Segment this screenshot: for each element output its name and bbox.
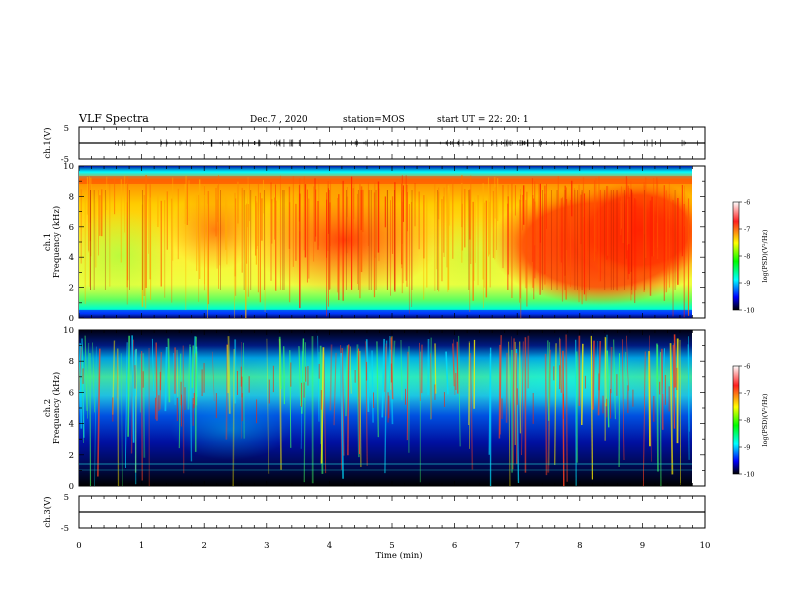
x-tick-label: 9 <box>640 541 645 551</box>
ch3-wave-ytick-bottom: -5 <box>61 524 69 534</box>
x-tick-label: 2 <box>201 541 206 551</box>
spectral-burst <box>657 344 658 472</box>
spectral-burst <box>548 340 549 421</box>
freq-tick-label: 4 <box>69 420 74 430</box>
figure-title: VLF Spectra <box>78 112 149 125</box>
ch3-wave-ytick-top: 5 <box>64 493 69 503</box>
freq-tick-label: 2 <box>69 451 74 461</box>
x-tick-label: 1 <box>139 541 144 551</box>
ch1-wave-ytick-top: 5 <box>64 124 69 134</box>
spectral-burst <box>625 352 626 399</box>
ch1-waveform <box>79 139 705 147</box>
spectral-burst <box>546 354 547 475</box>
colorbar-tick-label: -6 <box>744 199 750 207</box>
ch1-colorbar-label: log(PSD)(V²/Hz) <box>761 229 769 282</box>
x-tick-label: 7 <box>514 541 519 551</box>
spectral-burst <box>662 349 663 430</box>
freq-tick-label: 10 <box>63 326 74 336</box>
freq-tick-label: 0 <box>69 482 74 492</box>
spectral-burst <box>563 351 564 496</box>
spectral-burst <box>577 352 578 463</box>
x-tick-label: 4 <box>327 541 332 551</box>
colorbar-tick-label: -7 <box>744 390 750 398</box>
colorbar-tick-label: -9 <box>744 444 750 452</box>
date-label: Dec.7 , 2020 <box>250 115 308 125</box>
x-tick-label: 10 <box>700 541 711 551</box>
spectral-burst <box>156 342 157 420</box>
colorbar-tick-label: -8 <box>744 253 750 261</box>
ch2-colorbar: -6 -7 -8 -9 -10 log(PSD)(V²/Hz) <box>733 363 769 479</box>
spectral-burst <box>566 335 567 482</box>
spectral-burst <box>192 345 193 387</box>
freq-tick-label: 8 <box>69 357 74 367</box>
spectral-burst <box>582 344 583 425</box>
spectral-burst <box>593 341 594 410</box>
start-time-label: start UT = 22: 20: 1 <box>437 115 529 125</box>
freq-tick-label: 2 <box>69 284 74 294</box>
colorbar-tick-label: -10 <box>744 307 754 315</box>
spectral-burst <box>243 343 244 439</box>
spectral-burst <box>168 339 169 403</box>
freq-tick-label: 10 <box>63 162 74 172</box>
colorbar-tick-label: -7 <box>744 226 750 234</box>
ch2-colorbar-label: log(PSD)(V²/Hz) <box>761 393 769 446</box>
spectral-burst <box>457 342 458 394</box>
colorbar-tick-label: -8 <box>744 417 750 425</box>
x-axis-label: Time (min) <box>375 550 422 561</box>
spectral-burst <box>675 334 676 387</box>
colorbar-tick-label: -9 <box>744 280 750 288</box>
freq-tick-label: 0 <box>69 314 74 324</box>
ch1-spectrogram <box>65 166 710 322</box>
spectral-burst <box>118 349 119 497</box>
spectral-burst <box>228 336 229 414</box>
ch3-wave-axis-label: ch.3(V) <box>42 496 53 527</box>
freq-tick-label: 6 <box>69 388 74 398</box>
ch1-colorbar: -6 -7 -8 -9 -10 log(PSD)(V²/Hz) <box>733 199 769 315</box>
spectral-burst <box>284 346 285 404</box>
colorbar-tick-label: -10 <box>744 471 754 479</box>
spectral-burst <box>611 347 612 393</box>
x-tick-label: 5 <box>389 541 394 551</box>
colorbar-tick-label: -6 <box>744 363 750 371</box>
spectral-burst <box>520 342 521 434</box>
freq-tick-label: 8 <box>69 192 74 202</box>
freq-tick-label: 4 <box>69 253 74 263</box>
freq-tick-label: 6 <box>69 223 74 233</box>
ch2-freq-axis-label: Frequency (kHz) <box>51 372 62 444</box>
x-tick-label: 6 <box>452 541 457 551</box>
spectral-burst <box>142 351 143 480</box>
spectral-burst <box>90 353 91 493</box>
spectral-burst <box>233 349 234 491</box>
spectral-burst <box>431 353 432 419</box>
ch1-wave-axis-label: ch.1(V) <box>42 127 53 158</box>
x-tick-label: 8 <box>577 541 582 551</box>
x-tick-label: 3 <box>264 541 269 551</box>
spectral-burst <box>128 336 129 437</box>
spectral-burst <box>143 353 144 457</box>
spectral-burst <box>348 345 349 456</box>
spectral-burst <box>227 345 228 393</box>
ch1-freq-axis-label: Frequency (kHz) <box>51 206 62 278</box>
x-tick-label: 0 <box>76 541 81 551</box>
station-label: station=MOS <box>343 115 405 125</box>
ch2-spectrogram <box>79 330 692 497</box>
